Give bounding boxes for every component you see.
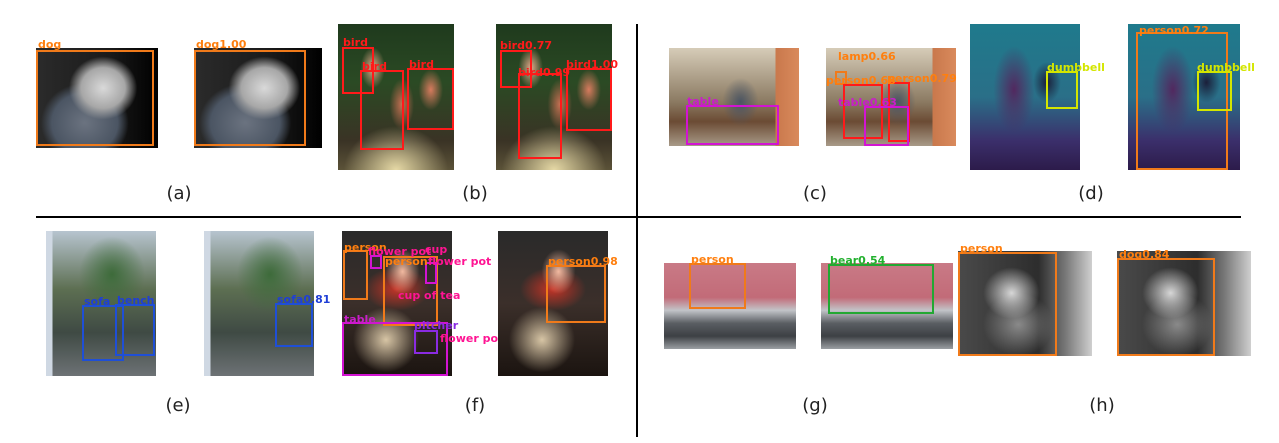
panel-d-image-2 — [1128, 24, 1240, 170]
panel-b-box-2 — [360, 70, 404, 150]
panel-h-label-2: dog0.84 — [1119, 248, 1170, 261]
panel-f-image-2 — [498, 231, 608, 376]
panel-b-label-3: bird — [409, 58, 434, 71]
panel-c-box-2 — [835, 71, 847, 85]
panel-g-box-1 — [689, 263, 746, 309]
panel-b-label-5: bird0.99 — [518, 66, 571, 79]
panel-c-label-2: lamp0.66 — [838, 50, 896, 63]
panel-d-box-2 — [1136, 32, 1228, 170]
caption-a: (a) — [166, 183, 192, 204]
panel-b-box-3 — [407, 68, 454, 130]
panel-a-image-2 — [194, 48, 322, 148]
panel-f-label-1: person — [344, 241, 387, 254]
panel-d-box-1 — [1046, 71, 1078, 109]
panel-h-label-1: person — [960, 242, 1003, 255]
panel-b-box-4 — [500, 50, 532, 88]
panel-f-label-7: table — [344, 313, 376, 326]
panel-f-label-5: cup — [425, 243, 448, 256]
panel-d-box-3 — [1197, 71, 1232, 111]
panel-d-label-2: person0.72 — [1139, 24, 1209, 37]
panel-h-image-1 — [958, 251, 1092, 356]
panel-b-label-2: bird — [362, 60, 387, 73]
panel-f-box-7 — [546, 265, 606, 323]
panel-h-image-2 — [1117, 251, 1251, 356]
panel-c-box-4 — [888, 82, 910, 142]
panel-b-label-1: bird — [343, 36, 368, 49]
panel-f-box-4 — [425, 262, 437, 284]
panel-b-box-6 — [566, 68, 612, 131]
panel-a-image-1 — [36, 48, 158, 148]
panel-e-box-2 — [115, 304, 155, 356]
panel-f-label-3: person — [385, 255, 428, 268]
panel-c-label-3: person0.68 — [826, 74, 896, 87]
panel-f-image-1 — [342, 231, 452, 376]
panel-d-image-1 — [970, 24, 1080, 170]
panel-c-label-5: table0.63 — [838, 96, 897, 109]
panel-d-label-3: dumbbell — [1197, 61, 1255, 74]
panel-e-label-3: sofa0.81 — [277, 293, 331, 306]
panel-g-image-2 — [821, 263, 953, 349]
panel-f-box-6 — [414, 330, 438, 354]
panel-f-box-5 — [342, 322, 448, 376]
panel-a-label-2: dog1.00 — [196, 38, 247, 51]
panel-f-label-9: flower pot — [440, 332, 504, 345]
caption-g: (g) — [802, 395, 828, 416]
caption-b: (b) — [462, 183, 488, 204]
panel-c-image-2 — [826, 48, 956, 146]
panel-e-box-3 — [275, 303, 313, 347]
horizontal-divider — [36, 216, 1241, 218]
panel-b-box-5 — [518, 73, 562, 159]
panel-e-label-1: sofa — [84, 295, 111, 308]
panel-f-box-1 — [343, 250, 368, 300]
panel-g-label-1: person — [691, 253, 734, 266]
panel-g-label-2: bear0.54 — [830, 254, 886, 267]
panel-f-label-8: pitcher — [414, 319, 459, 332]
panel-f-label-6: cup of tea — [398, 289, 461, 302]
panel-f-label-10: person0.98 — [548, 255, 618, 268]
panel-b-label-4: bird0.77 — [500, 39, 553, 52]
panel-h-box-1 — [958, 252, 1057, 356]
caption-e: (e) — [165, 395, 191, 416]
caption-c: (c) — [803, 183, 827, 204]
panel-g-image-1 — [664, 263, 796, 349]
panel-a-box-2 — [194, 50, 306, 146]
panel-a-label-1: dog — [38, 38, 62, 51]
panel-f-box-3 — [383, 256, 438, 326]
panel-e-label-2: bench — [117, 294, 155, 307]
vertical-divider — [636, 24, 638, 437]
panel-c-box-3 — [843, 84, 883, 139]
panel-c-label-4: person0.79 — [887, 72, 957, 85]
panel-d-label-1: dumbbell — [1047, 61, 1105, 74]
panel-f-box-2 — [370, 255, 382, 269]
panel-a-box-1 — [36, 50, 154, 146]
panel-c-box-5 — [864, 106, 909, 146]
panel-h-box-2 — [1117, 258, 1215, 356]
caption-h: (h) — [1089, 395, 1115, 416]
panel-e-box-1 — [82, 305, 124, 361]
panel-b-label-6: bird1.00 — [566, 58, 619, 71]
panel-g-box-2 — [828, 264, 934, 314]
panel-f-label-4: flower pot — [428, 255, 492, 268]
panel-f-label-2: flower pot — [368, 245, 432, 258]
caption-d: (d) — [1078, 183, 1104, 204]
panel-c-box-1 — [686, 105, 779, 145]
panel-c-label-1: table — [687, 95, 719, 108]
panel-e-image-1 — [46, 231, 156, 376]
panel-b-image-2 — [496, 24, 612, 170]
caption-f: (f) — [464, 395, 486, 416]
